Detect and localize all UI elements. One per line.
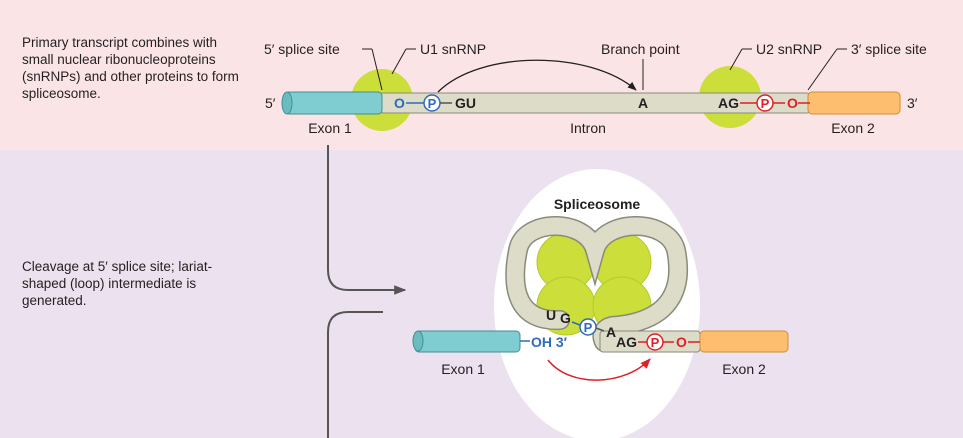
gu-to-branch-arrow — [437, 59, 637, 93]
ag-bottom-label: AG — [616, 334, 637, 350]
exon1-bottom-segment — [414, 330, 521, 353]
flow-arrow-in — [327, 145, 407, 295]
exon1-label-top: Exon 1 — [308, 120, 352, 136]
u1-snrnp-label: U1 snRNP — [420, 41, 486, 57]
gu-label: GU — [455, 95, 476, 111]
svg-text:P: P — [651, 335, 660, 350]
three-prime-end-label: 3′ — [907, 95, 918, 111]
oxygen-left-label: O — [394, 95, 405, 111]
branch-a-label: A — [638, 95, 648, 111]
svg-text:P: P — [584, 320, 593, 335]
svg-text:P: P — [428, 96, 437, 111]
three-prime-splice-site-label: 3′ splice site — [851, 41, 927, 57]
oh3-label: OH 3′ — [531, 334, 568, 350]
lariat-g-label: G — [560, 310, 571, 326]
step1-caption: Primary transcript combines with small n… — [22, 35, 239, 101]
lariat-a-label: A — [606, 324, 616, 340]
flow-arrow-out — [327, 311, 383, 438]
exon2-label-top: Exon 2 — [831, 120, 875, 136]
oxygen-bottom-right-label: O — [676, 334, 687, 350]
oxygen-right-label: O — [787, 95, 798, 111]
lariat-u-label: U — [546, 307, 556, 323]
bottom-panel — [0, 150, 963, 438]
phosphate-mid-icon — [579, 318, 597, 336]
five-prime-splice-site-label: 5′ splice site — [264, 41, 340, 57]
exon1-label-bottom: Exon 1 — [441, 361, 485, 377]
svg-text:P: P — [761, 96, 770, 111]
five-prime-end-label: 5′ — [265, 95, 276, 111]
exon2-label-bottom: Exon 2 — [722, 361, 766, 377]
intron-label: Intron — [570, 120, 606, 136]
top-panel — [0, 0, 963, 150]
branch-point-label: Branch point — [601, 41, 680, 57]
ag-label: AG — [718, 95, 739, 111]
exon2-segment — [807, 91, 901, 115]
ligation-arrow — [547, 358, 651, 381]
step2-caption: Cleavage at 5′ splice site; lariat-shape… — [22, 259, 213, 308]
lariat-intron — [505, 216, 689, 352]
exon1-segment — [284, 91, 383, 115]
exon2-bottom-segment — [699, 330, 789, 353]
u2-snrnp-label: U2 snRNP — [756, 41, 822, 57]
spliceosome-label: Spliceosome — [554, 196, 641, 212]
